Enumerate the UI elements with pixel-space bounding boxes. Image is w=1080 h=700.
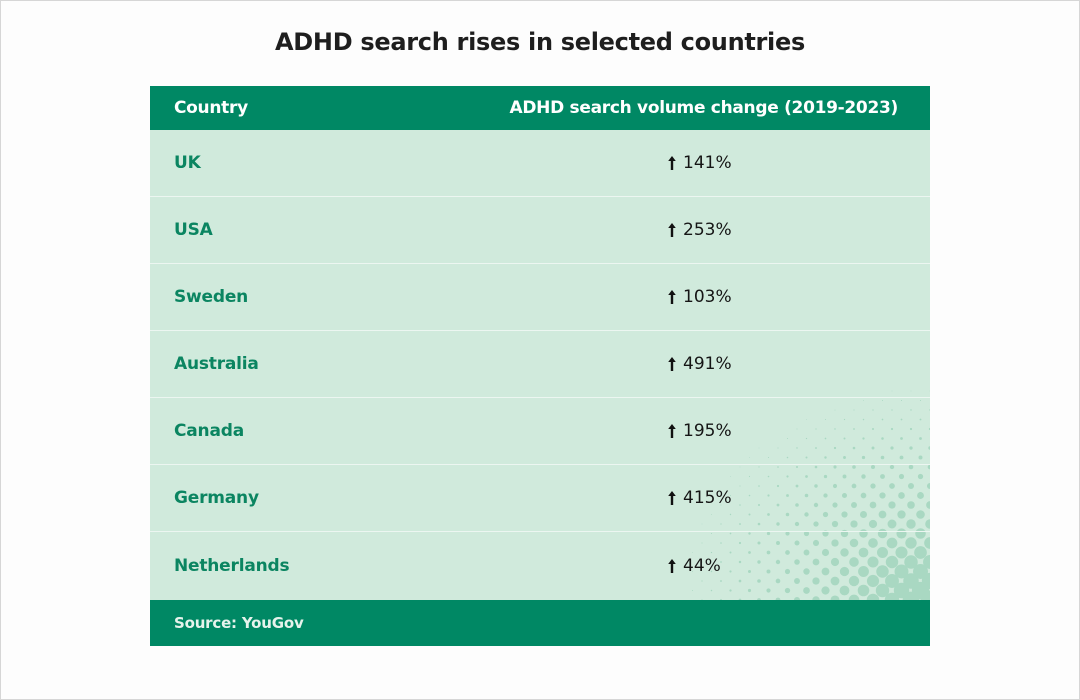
- page-title: ADHD search rises in selected countries: [275, 28, 805, 56]
- source-footer: Source: YouGov: [150, 600, 930, 646]
- column-header-change: ADHD search volume change (2019-2023): [509, 98, 899, 118]
- data-table: Country ADHD search volume change (2019-…: [150, 86, 930, 646]
- table-row: Canada 195%: [150, 398, 930, 465]
- arrow-up-icon: [668, 357, 676, 371]
- change-cell: 103%: [667, 287, 732, 307]
- change-value: 491%: [683, 354, 732, 374]
- change-value: 44%: [683, 556, 721, 576]
- table-row: USA 253%: [150, 197, 930, 264]
- table-row: Australia 491%: [150, 331, 930, 398]
- country-cell: Netherlands: [174, 556, 290, 576]
- country-cell: Canada: [174, 421, 244, 441]
- change-value: 141%: [683, 153, 732, 173]
- table-row: UK 141%: [150, 130, 930, 197]
- table-row: Netherlands 44%: [150, 532, 930, 600]
- country-cell: UK: [174, 153, 201, 173]
- change-cell: 44%: [667, 556, 721, 576]
- change-cell: 491%: [667, 354, 732, 374]
- arrow-up-icon: [668, 223, 676, 237]
- change-cell: 253%: [667, 220, 732, 240]
- column-header-country: Country: [174, 98, 248, 118]
- table-row: Germany 415%: [150, 465, 930, 532]
- table-body: UK 141% USA 253% Sweden 103% Australia: [150, 130, 930, 600]
- table-header: Country ADHD search volume change (2019-…: [150, 86, 930, 130]
- change-cell: 415%: [667, 488, 732, 508]
- change-value: 195%: [683, 421, 732, 441]
- change-value: 253%: [683, 220, 732, 240]
- country-cell: Germany: [174, 488, 259, 508]
- table-row: Sweden 103%: [150, 264, 930, 331]
- arrow-up-icon: [668, 491, 676, 505]
- change-value: 103%: [683, 287, 732, 307]
- change-cell: 195%: [667, 421, 732, 441]
- arrow-up-icon: [668, 424, 676, 438]
- arrow-up-icon: [668, 156, 676, 170]
- country-cell: Australia: [174, 354, 259, 374]
- arrow-up-icon: [668, 559, 676, 573]
- change-value: 415%: [683, 488, 732, 508]
- change-cell: 141%: [667, 153, 732, 173]
- country-cell: Sweden: [174, 287, 249, 307]
- country-cell: USA: [174, 220, 213, 240]
- arrow-up-icon: [668, 290, 676, 304]
